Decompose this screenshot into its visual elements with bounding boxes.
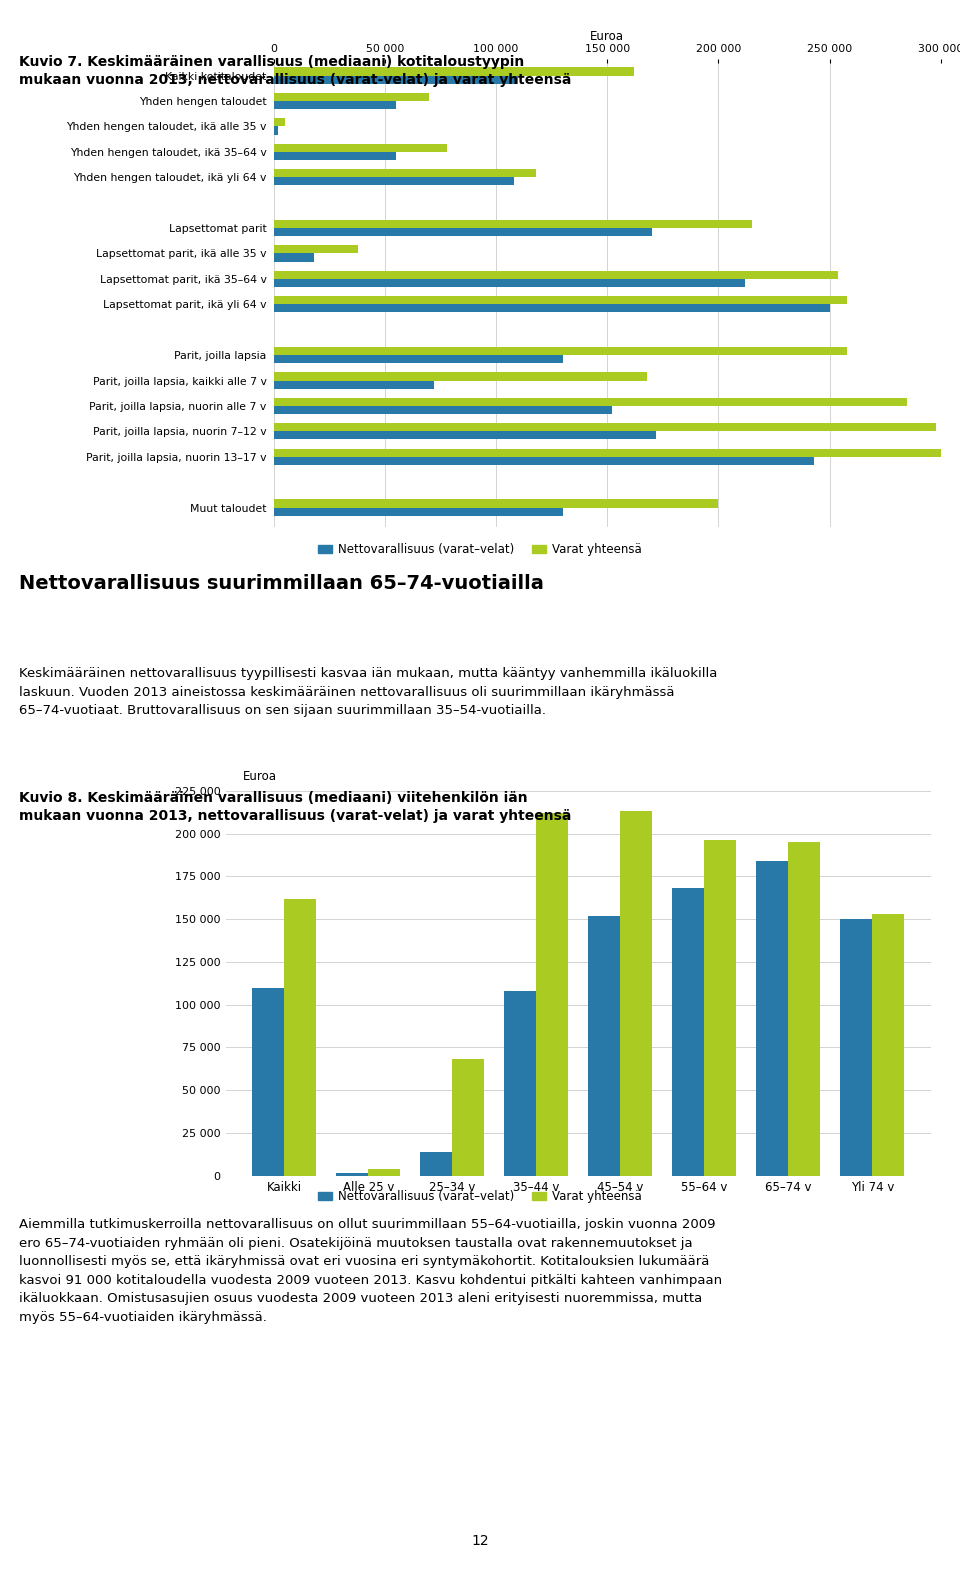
Bar bbox=[274, 68, 634, 75]
Bar bbox=[274, 347, 848, 355]
Bar bbox=[274, 380, 434, 388]
Bar bbox=[274, 398, 907, 406]
Bar bbox=[840, 920, 873, 1176]
Bar bbox=[620, 811, 652, 1176]
Text: Kuvio 7. Keskimääräinen varallisuus (mediaani) kotitaloustyypin
mukaan vuonna 20: Kuvio 7. Keskimääräinen varallisuus (med… bbox=[19, 55, 571, 88]
Bar bbox=[284, 899, 317, 1176]
Bar bbox=[274, 143, 447, 152]
Legend: Nettovarallisuus (varat–velat), Varat yhteensä: Nettovarallisuus (varat–velat), Varat yh… bbox=[313, 1185, 647, 1207]
Bar bbox=[274, 500, 718, 508]
Bar bbox=[274, 245, 358, 253]
Bar bbox=[252, 987, 284, 1176]
Bar bbox=[274, 220, 752, 228]
Bar bbox=[274, 423, 936, 431]
Text: Keskimääräinen nettovarallisuus tyypillisesti kasvaa iän mukaan, mutta kääntyy v: Keskimääräinen nettovarallisuus tyypilli… bbox=[19, 667, 717, 717]
Bar bbox=[756, 861, 788, 1176]
Bar bbox=[672, 888, 705, 1176]
Bar bbox=[274, 373, 647, 380]
Bar bbox=[274, 270, 838, 278]
Bar bbox=[588, 915, 620, 1176]
Text: Kuvio 8. Keskimääräinen varallisuus (mediaani) viitehenkilön iän
mukaan vuonna 2: Kuvio 8. Keskimääräinen varallisuus (med… bbox=[19, 791, 571, 824]
Bar bbox=[274, 170, 536, 178]
Bar bbox=[505, 990, 537, 1176]
Bar bbox=[274, 296, 848, 305]
Legend: Nettovarallisuus (varat–velat), Varat yhteensä: Nettovarallisuus (varat–velat), Varat yh… bbox=[313, 538, 647, 561]
Bar bbox=[274, 508, 563, 516]
Bar bbox=[873, 913, 904, 1176]
Bar bbox=[788, 843, 820, 1176]
Bar bbox=[274, 406, 612, 413]
Bar bbox=[274, 93, 429, 101]
Bar bbox=[274, 278, 745, 288]
Bar bbox=[420, 1152, 452, 1176]
Bar bbox=[274, 228, 652, 236]
Bar bbox=[452, 1060, 484, 1176]
Bar bbox=[274, 178, 514, 185]
Bar bbox=[274, 305, 829, 313]
Text: Euroa: Euroa bbox=[242, 770, 276, 783]
Bar bbox=[705, 841, 736, 1176]
Bar bbox=[274, 431, 656, 440]
X-axis label: Euroa: Euroa bbox=[590, 30, 624, 42]
Bar bbox=[274, 101, 396, 108]
Bar bbox=[274, 126, 278, 135]
Bar bbox=[274, 253, 314, 261]
Bar bbox=[274, 355, 563, 363]
Bar bbox=[537, 813, 568, 1176]
Text: 12: 12 bbox=[471, 1534, 489, 1548]
Bar bbox=[274, 118, 285, 126]
Bar bbox=[274, 75, 518, 83]
Bar bbox=[337, 1173, 369, 1176]
Bar bbox=[274, 152, 396, 160]
Text: Nettovarallisuus suurimmillaan 65–74-vuotiailla: Nettovarallisuus suurimmillaan 65–74-vuo… bbox=[19, 574, 544, 593]
Bar bbox=[369, 1170, 400, 1176]
Text: Aiemmilla tutkimuskerroilla nettovarallisuus on ollut suurimmillaan 55–64-vuotia: Aiemmilla tutkimuskerroilla nettovaralli… bbox=[19, 1218, 722, 1324]
Bar bbox=[274, 448, 952, 457]
Bar bbox=[274, 457, 814, 465]
